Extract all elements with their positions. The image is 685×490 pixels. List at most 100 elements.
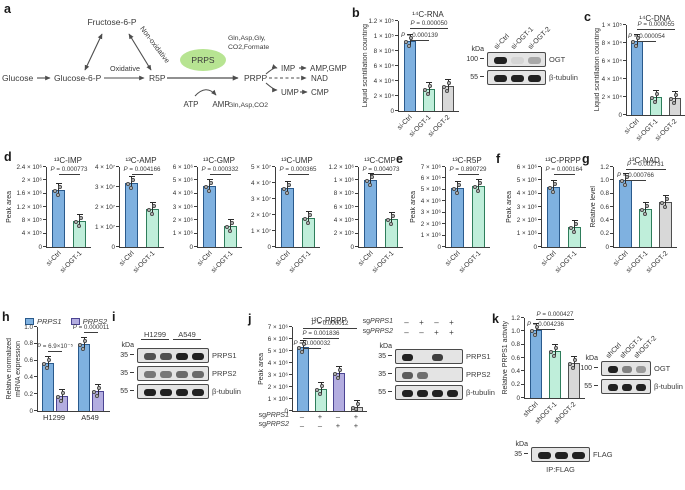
p-value: P = 0.004073 bbox=[362, 166, 400, 173]
bar bbox=[78, 343, 90, 411]
data-point-dot bbox=[653, 100, 657, 104]
p-value: P = 0.001836 bbox=[302, 330, 340, 337]
y-tick-label: 6 × 10⁶ bbox=[172, 163, 193, 171]
chart-title: ¹³C-GMP bbox=[203, 156, 235, 165]
y-tick-label: 3 × 10⁷ bbox=[251, 195, 271, 203]
data-point-dot bbox=[367, 183, 372, 188]
p-value: P = 0.000054 bbox=[628, 33, 665, 40]
blot-band bbox=[571, 451, 585, 459]
y-tick-label: 1.2 × 10⁵ bbox=[368, 17, 394, 25]
node-prpp: PRPP bbox=[244, 73, 267, 83]
blot-band bbox=[191, 370, 204, 378]
y-tick-label: 6 × 10⁴ bbox=[601, 57, 622, 65]
panel-g-label: g bbox=[582, 152, 590, 166]
bar bbox=[530, 330, 542, 398]
data-point-dot bbox=[307, 213, 312, 218]
y-tick-label: 2 × 10⁵ bbox=[333, 230, 354, 238]
data-point-dot bbox=[447, 80, 451, 85]
node-atp: ATP bbox=[184, 100, 199, 109]
blot-box bbox=[395, 349, 463, 364]
y-tick-label: 0 bbox=[29, 407, 33, 415]
data-point-dot bbox=[571, 366, 575, 371]
kda-header: kDa bbox=[379, 343, 392, 350]
y-tick-label: 2 × 10⁷ bbox=[251, 211, 271, 219]
plot-area: P = 0.000164 bbox=[541, 166, 586, 248]
y-tick-label: 0.2 bbox=[600, 230, 609, 238]
blot-protein-label: OGT bbox=[549, 55, 566, 64]
bar bbox=[619, 179, 632, 247]
blot-header-label: sgPRPS2 bbox=[362, 328, 393, 335]
kda-label: kDa 100 bbox=[580, 355, 598, 372]
y-axis: 0 0.2 0.4 0.6 0.8 1.0 1.2 bbox=[598, 164, 613, 251]
data-point-dot bbox=[664, 196, 669, 201]
data-point-dot bbox=[76, 224, 81, 228]
y-axis-label: Peak area bbox=[409, 191, 417, 223]
panel-d-chart-amp: ¹³C-AMP 0 1 × 10⁷ 2 × 10⁷ 3 × 10⁷ 4 × 10⁷ P = … bbox=[92, 156, 164, 278]
data-point-dot bbox=[356, 402, 360, 407]
panel-e-chart: ¹³C-R5P Peak area 0 1 × 10⁶ 2 × 10⁶ 3 × 10⁶ 4 … bbox=[408, 156, 490, 278]
kda-label: 55 bbox=[372, 389, 392, 396]
panel-k-chart: Relative PRPS1 activity 0 0.2 0.4 0.6 0.8 1.0 1… bbox=[500, 311, 585, 429]
data-point-dot bbox=[475, 189, 480, 194]
blot-group-label: A549 bbox=[173, 330, 201, 340]
plot-area: P = 0.000773 bbox=[46, 166, 91, 248]
data-point-dot bbox=[42, 362, 46, 367]
y-axis: 0 1 × 10⁶ 2 × 10⁶ 3 × 10⁶ 4 × 10⁶ 5 × 10⁶ 6 × … bbox=[266, 324, 292, 415]
chart-title: ¹³C-PRPP bbox=[545, 156, 581, 165]
y-tick-label: 1.0 bbox=[600, 176, 609, 184]
p-value: P = 0.004236 bbox=[527, 321, 564, 328]
y-tick-label: 2 × 10⁶ bbox=[172, 216, 193, 224]
y-axis-label: Peak area bbox=[505, 191, 513, 223]
y-tick-label: 4 × 10⁶ bbox=[267, 359, 288, 367]
p-value: P = 0.000773 bbox=[50, 166, 88, 173]
y-tick-label: 0.6 bbox=[511, 354, 520, 362]
panel-k-blot: shCtrl shOGT-1 shOGT-2 kDa 100 OGT 55 β-tubulin bbox=[576, 330, 683, 397]
blot-band bbox=[159, 388, 172, 396]
matrix-value: – bbox=[335, 412, 341, 421]
bar bbox=[52, 190, 65, 247]
data-point-dot bbox=[672, 100, 676, 105]
blot-band bbox=[621, 383, 632, 391]
p-value: P = 0.000055 bbox=[637, 21, 675, 28]
data-point-dot bbox=[203, 184, 208, 189]
data-point-dot bbox=[281, 186, 286, 191]
panel-b-label: b bbox=[352, 6, 360, 20]
y-tick-label: 0.4 bbox=[600, 216, 609, 224]
blot-band bbox=[143, 352, 156, 360]
y-tick-label: 2 × 10⁶ bbox=[516, 216, 537, 224]
plot-area: P = 0.000055 P = 0.000054 bbox=[626, 21, 685, 116]
data-point-dot bbox=[624, 174, 629, 179]
data-point-dot bbox=[206, 188, 211, 193]
blot-protein-label: β-tubulin bbox=[212, 387, 241, 396]
y-axis: 0 1 × 10⁷ 2 × 10⁷ 3 × 10⁷ 4 × 10⁷ bbox=[92, 164, 119, 251]
data-point-dot bbox=[568, 226, 573, 230]
p-value: P = 0.004166 bbox=[123, 166, 161, 173]
data-point-dot bbox=[568, 362, 572, 367]
node-r5p: R5P bbox=[149, 73, 166, 83]
data-point-dot bbox=[284, 190, 289, 195]
data-point-dot bbox=[318, 392, 322, 397]
p-value: P = 0.000050 bbox=[410, 20, 448, 27]
p-value: P = 6.9×10⁻⁵ bbox=[36, 343, 74, 351]
y-tick-label: 8 × 10⁵ bbox=[21, 216, 42, 224]
blot-lane-label: shCtrl bbox=[605, 342, 623, 360]
data-point-dot bbox=[300, 350, 304, 355]
y-axis: 0 0.2 0.4 0.6 0.8 1.0 bbox=[23, 324, 37, 415]
blot-band bbox=[416, 371, 428, 379]
kda-header: kDa bbox=[515, 441, 528, 448]
data-point-dot bbox=[472, 185, 477, 190]
label-purine-inputs-2: CO2,Formate bbox=[228, 44, 269, 51]
data-point-dot bbox=[662, 204, 667, 209]
x-tick-label: si-Ctrl bbox=[273, 250, 292, 268]
y-tick-label: 0.8 bbox=[24, 340, 33, 348]
data-point-dot bbox=[426, 92, 430, 97]
data-point-dot bbox=[550, 190, 555, 194]
plot-area: P = 0.002731 P = 0.000766 bbox=[613, 161, 677, 248]
y-tick-label: 0 bbox=[533, 243, 537, 251]
y-axis-label: Liquid scintillation counting bbox=[593, 28, 601, 112]
blot-band bbox=[527, 74, 541, 82]
data-point-dot bbox=[674, 92, 678, 97]
kda-label: kDa 35 bbox=[120, 342, 134, 359]
blot-band bbox=[493, 74, 507, 82]
blot-protein-label: PRPS1 bbox=[466, 352, 491, 361]
